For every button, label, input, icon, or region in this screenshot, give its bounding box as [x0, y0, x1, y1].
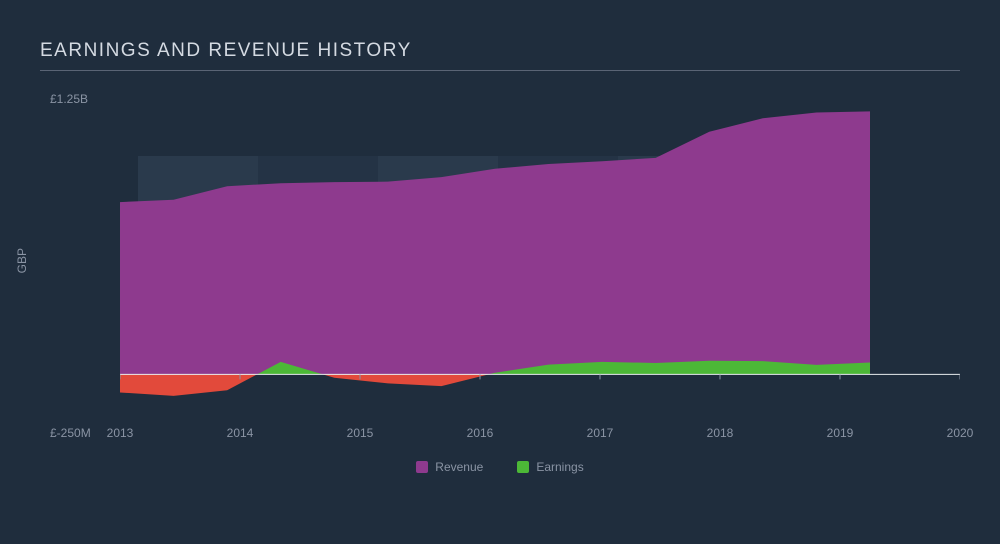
chart-title: EARNINGS AND REVENUE HISTORY — [40, 40, 960, 62]
legend-label-revenue: Revenue — [435, 460, 483, 474]
y-tick-top: £1.25B — [50, 92, 88, 106]
plot-svg — [120, 91, 960, 431]
title-block: EARNINGS AND REVENUE HISTORY — [40, 40, 960, 71]
legend-item-revenue: Revenue — [416, 460, 483, 474]
x-tick: 2019 — [827, 426, 854, 440]
x-tick: 2020 — [947, 426, 974, 440]
y-axis-label: GBP — [15, 247, 29, 272]
legend: Revenue Earnings — [40, 460, 960, 474]
x-tick: 2017 — [587, 426, 614, 440]
x-axis: 20132014201520162017201820192020 — [120, 426, 960, 444]
x-tick: 2013 — [107, 426, 134, 440]
title-underline — [40, 70, 960, 71]
x-tick: 2015 — [347, 426, 374, 440]
chart-container: EARNINGS AND REVENUE HISTORY GBP £1.25B … — [0, 0, 1000, 544]
swatch-revenue — [416, 461, 428, 473]
y-tick-bottom: £-250M — [50, 426, 91, 440]
x-tick: 2018 — [707, 426, 734, 440]
swatch-earnings — [517, 461, 529, 473]
chart-wrap: GBP £1.25B £-250M 2013201420152016201720… — [40, 81, 960, 476]
plot-area — [120, 91, 960, 431]
x-tick: 2014 — [227, 426, 254, 440]
x-tick: 2016 — [467, 426, 494, 440]
legend-item-earnings: Earnings — [517, 460, 583, 474]
legend-label-earnings: Earnings — [536, 460, 583, 474]
